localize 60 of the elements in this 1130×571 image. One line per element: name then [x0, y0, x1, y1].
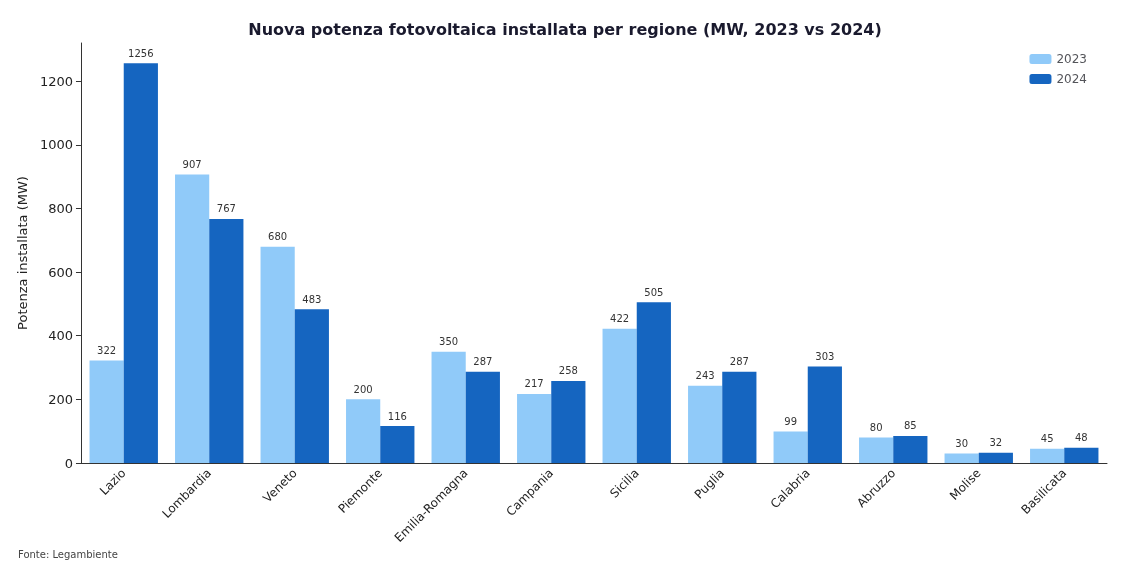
data-label: 303	[815, 351, 835, 363]
data-label: 258	[558, 365, 578, 377]
y-tick-label: 200	[48, 391, 73, 407]
bar	[89, 360, 124, 463]
data-label: 322	[97, 345, 117, 357]
data-label: 680	[268, 231, 288, 243]
data-label: 350	[439, 336, 459, 348]
data-label: 1256	[128, 47, 154, 59]
data-label: 243	[695, 370, 715, 382]
bar	[773, 431, 808, 463]
bar	[893, 435, 928, 463]
data-label: 505	[644, 286, 664, 298]
y-tick-label: 400	[48, 328, 73, 344]
bar	[807, 366, 842, 463]
data-label: 767	[216, 203, 236, 215]
y-tick-label: 1200	[39, 73, 73, 89]
y-tick-label: 0	[64, 455, 73, 471]
bar	[209, 218, 244, 463]
bar	[859, 437, 894, 463]
y-tick-label: 600	[48, 264, 73, 280]
y-axis-title: Potenza installata (MW)	[15, 176, 30, 330]
bar	[688, 385, 723, 463]
data-label: 287	[473, 356, 493, 368]
bar	[722, 371, 757, 463]
y-tick-label: 800	[48, 200, 73, 216]
bar	[123, 63, 158, 463]
bar	[465, 371, 500, 463]
data-label: 217	[524, 378, 544, 390]
data-label: 907	[182, 158, 202, 170]
legend-label: 2024	[1056, 72, 1088, 86]
bar	[636, 302, 671, 463]
data-label: 99	[784, 416, 798, 427]
bar	[1030, 448, 1065, 463]
bar	[944, 453, 979, 463]
data-label: 30	[955, 437, 969, 449]
bar	[380, 426, 415, 463]
data-label: 48	[1074, 432, 1088, 444]
data-label: 200	[353, 383, 373, 395]
bar	[978, 452, 1013, 463]
bar	[1064, 447, 1099, 463]
data-label: 287	[729, 356, 749, 368]
bar	[517, 393, 552, 463]
bar	[294, 309, 329, 463]
bar	[551, 380, 586, 463]
y-tick-label: 1000	[39, 137, 73, 153]
data-label: 80	[869, 422, 883, 434]
bar	[260, 246, 295, 463]
bar	[602, 328, 637, 463]
bar	[431, 351, 466, 463]
source-note: Fonte: Legambiente	[18, 548, 118, 560]
data-label: 116	[387, 410, 407, 422]
data-label: 32	[989, 437, 1003, 449]
legend-label: 2023	[1056, 52, 1088, 66]
bar	[175, 174, 210, 463]
chart-title: Nuova potenza fotovoltaica installata per regione (MW, 2023 vs 2024)	[248, 19, 882, 39]
data-label: 45	[1040, 433, 1054, 445]
bar	[346, 399, 381, 463]
data-label: 85	[903, 420, 917, 432]
data-label: 422	[610, 313, 630, 325]
data-label: 483	[302, 293, 322, 305]
